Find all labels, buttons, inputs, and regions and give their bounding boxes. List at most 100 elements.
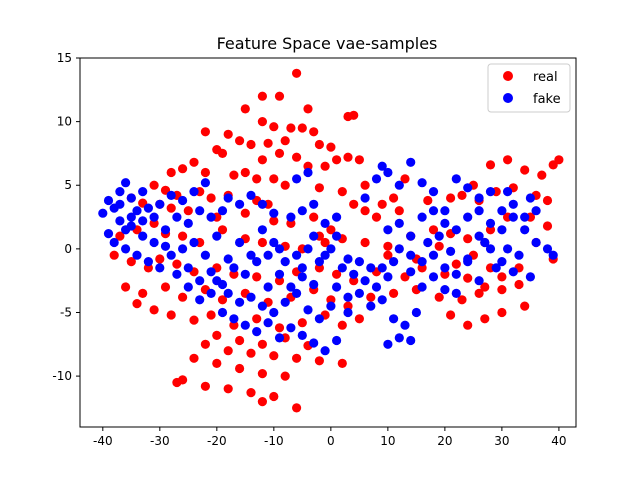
- point-real: [343, 301, 353, 311]
- point-fake: [309, 279, 319, 290]
- point-real: [223, 346, 233, 356]
- point-real: [542, 221, 553, 231]
- y-axis: -10 -5 0 5 10 15: [52, 51, 80, 383]
- point-real: [166, 167, 176, 178]
- x-tick-label: 20: [437, 434, 452, 448]
- point-real: [383, 241, 393, 251]
- point-real: [326, 142, 336, 152]
- point-fake: [406, 250, 416, 260]
- point-real: [292, 403, 302, 413]
- point-real: [314, 139, 324, 150]
- point-fake: [343, 292, 353, 302]
- point-real: [554, 155, 564, 165]
- point-real: [149, 180, 159, 190]
- point-fake: [235, 237, 245, 248]
- point-fake: [195, 276, 205, 286]
- point-real: [297, 318, 307, 328]
- point-fake: [423, 237, 433, 248]
- point-real: [240, 208, 250, 218]
- point-real: [343, 111, 353, 122]
- point-fake: [354, 257, 364, 267]
- point-real: [366, 292, 376, 302]
- point-fake: [366, 301, 376, 311]
- legend-marker-real: [503, 71, 513, 81]
- point-real: [166, 310, 176, 320]
- point-fake: [229, 314, 239, 324]
- point-fake: [303, 167, 313, 178]
- point-real: [440, 269, 450, 279]
- point-fake: [451, 269, 461, 279]
- point-real: [121, 282, 131, 292]
- point-fake: [212, 231, 222, 241]
- point-real: [383, 250, 393, 260]
- point-fake: [417, 257, 427, 267]
- point-real: [274, 276, 285, 286]
- point-real: [423, 195, 433, 206]
- point-real: [126, 257, 136, 267]
- point-fake: [406, 157, 416, 167]
- point-fake: [280, 297, 290, 307]
- point-real: [252, 314, 262, 324]
- point-fake: [138, 187, 148, 197]
- point-real: [200, 167, 210, 178]
- point-fake: [428, 272, 439, 282]
- point-fake: [132, 250, 142, 260]
- point-fake: [149, 212, 159, 222]
- point-fake: [172, 269, 182, 279]
- point-real: [269, 351, 279, 361]
- point-real: [463, 320, 473, 330]
- point-fake: [383, 225, 393, 235]
- point-real: [189, 315, 199, 325]
- point-fake: [474, 276, 484, 286]
- legend-marker-fake: [503, 93, 513, 103]
- point-real: [143, 263, 153, 273]
- point-fake: [480, 237, 490, 248]
- point-fake: [269, 208, 279, 218]
- point-fake: [474, 193, 484, 203]
- x-tick-label: 40: [551, 434, 566, 448]
- point-real: [178, 292, 188, 302]
- point-fake: [451, 174, 461, 184]
- point-real: [212, 358, 222, 368]
- point-fake: [217, 307, 228, 318]
- point-fake: [320, 250, 330, 260]
- point-real: [280, 136, 290, 146]
- point-fake: [337, 263, 347, 273]
- point-real: [297, 123, 307, 133]
- point-real: [229, 320, 239, 330]
- point-fake: [126, 212, 136, 222]
- point-fake: [240, 320, 250, 330]
- x-tick-label: 0: [327, 434, 335, 448]
- point-fake: [115, 187, 125, 197]
- point-fake: [269, 307, 279, 318]
- point-fake: [246, 190, 256, 200]
- point-fake: [485, 218, 496, 228]
- point-fake: [332, 335, 342, 346]
- point-real: [292, 68, 302, 78]
- point-fake: [377, 263, 387, 273]
- point-fake: [332, 212, 342, 222]
- point-fake: [280, 257, 290, 267]
- point-real: [457, 295, 467, 305]
- point-fake: [200, 178, 210, 188]
- point-real: [326, 225, 336, 235]
- point-real: [463, 273, 473, 283]
- point-real: [189, 353, 199, 363]
- x-tick-label: 10: [380, 434, 395, 448]
- point-real: [389, 288, 399, 298]
- point-fake: [360, 276, 370, 286]
- point-fake: [143, 203, 153, 213]
- point-fake: [406, 231, 416, 241]
- legend-label-real: real: [533, 70, 558, 85]
- point-real: [309, 212, 319, 222]
- point-real: [337, 358, 347, 368]
- point-real: [349, 199, 359, 209]
- point-real: [332, 155, 342, 165]
- point-fake: [343, 307, 353, 318]
- point-real: [223, 129, 233, 139]
- point-fake: [115, 216, 125, 226]
- point-fake: [223, 254, 233, 264]
- point-fake: [508, 199, 518, 209]
- point-real: [360, 206, 370, 216]
- point-real: [497, 307, 507, 318]
